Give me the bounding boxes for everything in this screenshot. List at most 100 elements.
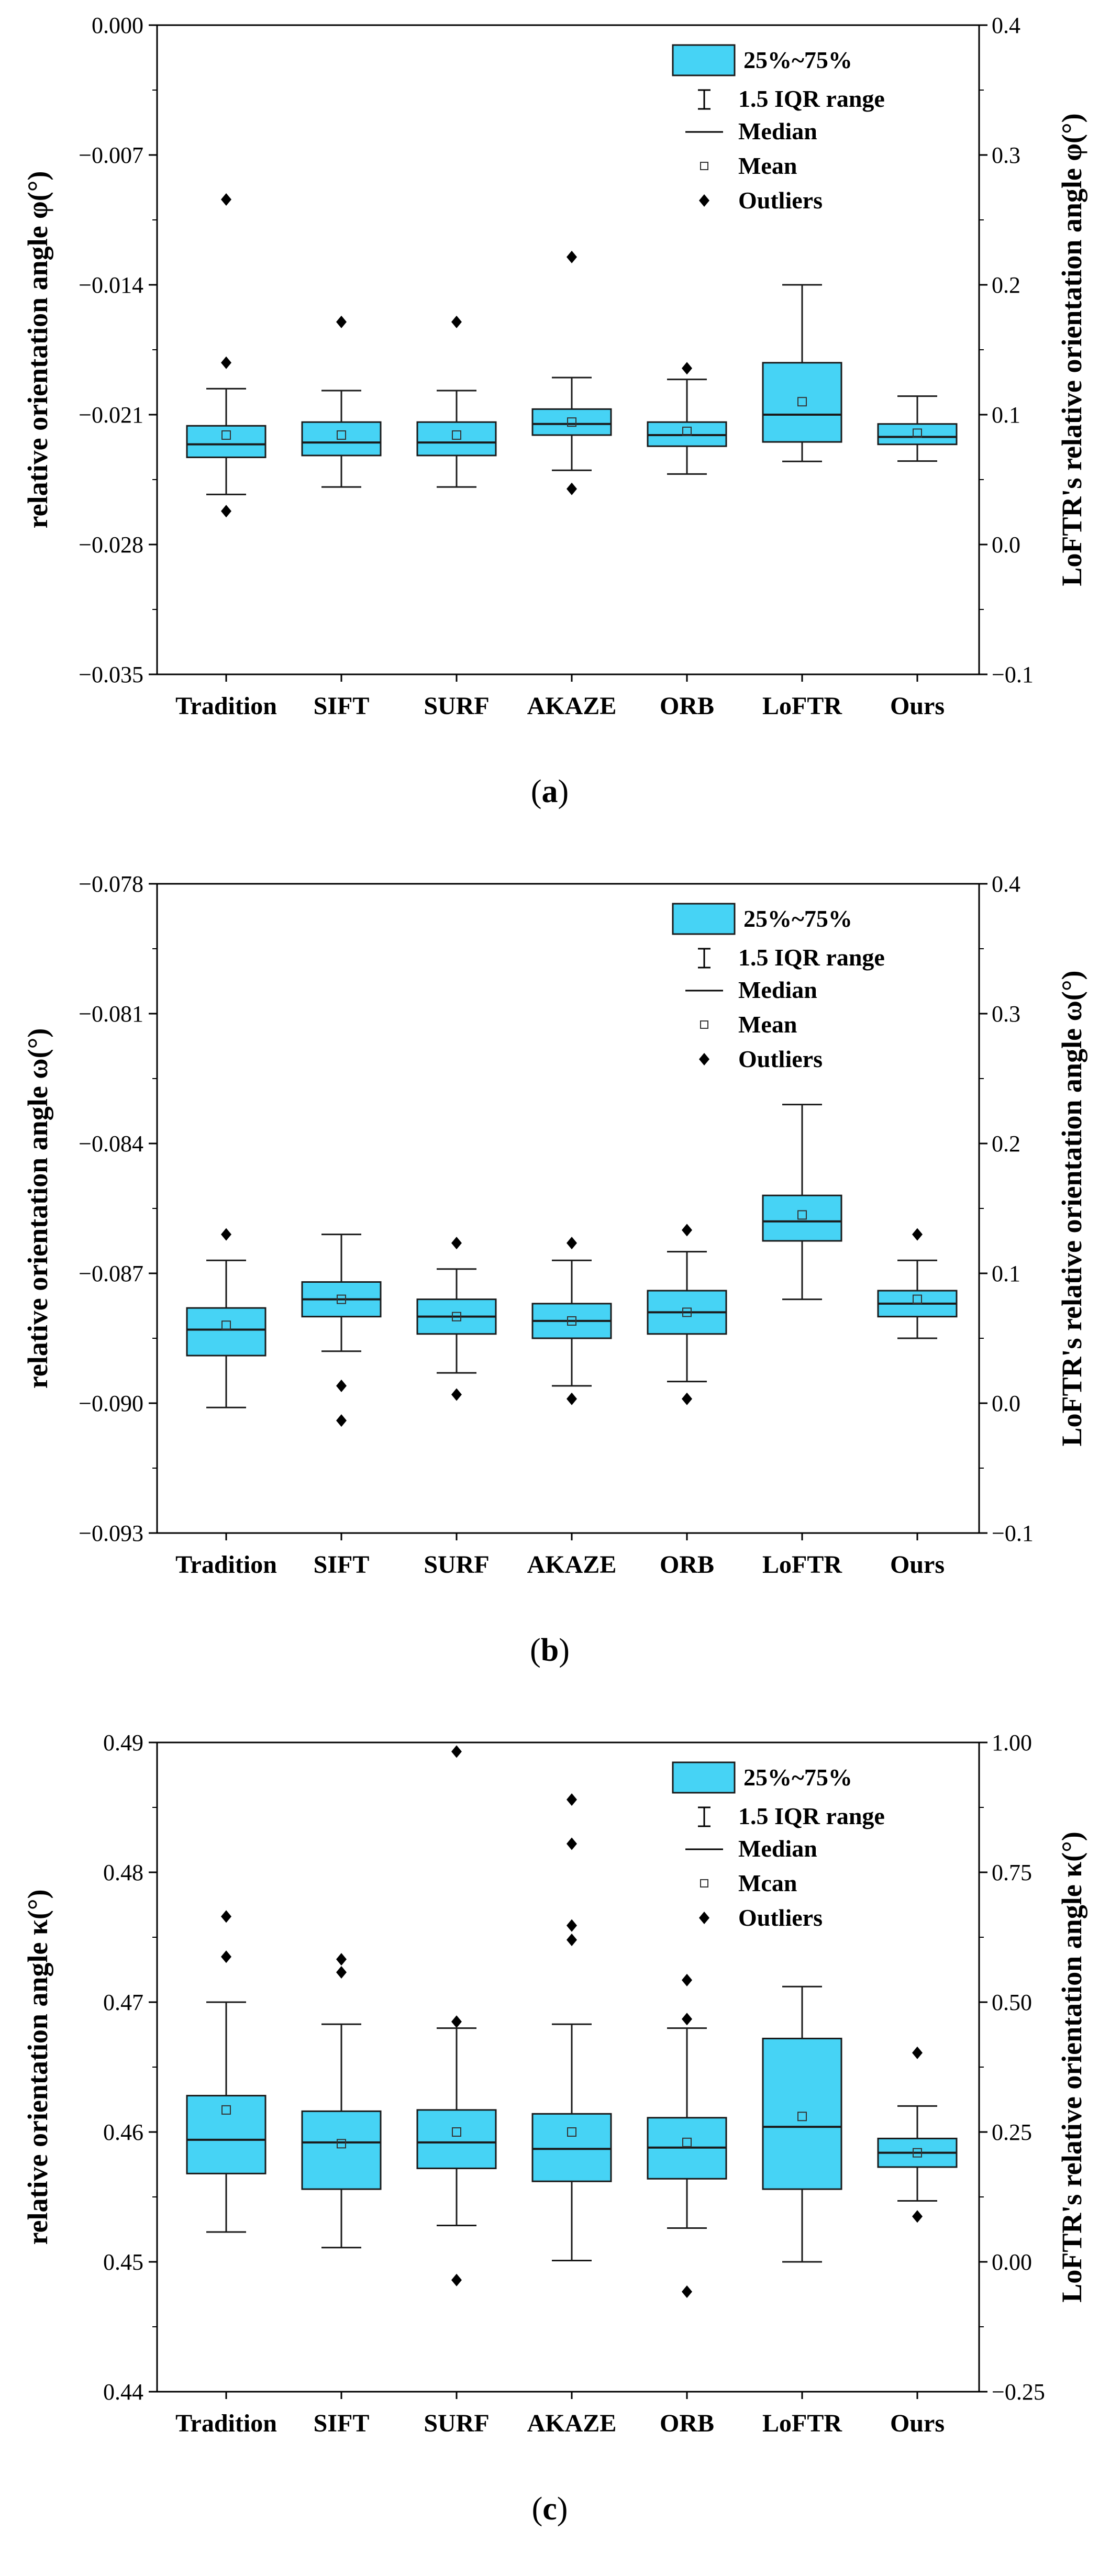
outlier-marker <box>336 315 347 328</box>
x-category-label: Ours <box>890 692 945 720</box>
outlier-marker <box>567 1837 577 1850</box>
y-axis-title: relative orientation angle φ(°) <box>22 171 53 529</box>
chart-phi: 0.000 −0.007 −0.014 −0.021 −0.028 −0.035 0.4 0.… <box>22 13 1087 809</box>
x-category-label: AKAZE <box>527 692 617 720</box>
legend-median-label: Median <box>738 1835 817 1862</box>
mean-marker <box>797 2112 807 2122</box>
mean-marker <box>452 2127 461 2137</box>
legend-mean-label: Mean <box>738 1011 797 1038</box>
y2-tick-label: 0.0 <box>992 1391 1020 1416</box>
legend-whisker-label: 1.5 IQR range <box>738 85 885 112</box>
y2-tick-label: 0.00 <box>992 2249 1032 2275</box>
x-category-label: ORB <box>660 2410 714 2437</box>
y-axis-title: relative orientation angle ω(°) <box>22 1028 53 1389</box>
box-ours <box>877 395 958 462</box>
y-tick-label: −0.084 <box>79 1131 143 1157</box>
outlier-marker <box>221 193 231 206</box>
box-akaze <box>531 1793 612 2262</box>
iqr-box <box>186 1307 267 1357</box>
outlier-marker <box>221 356 231 369</box>
legend-median-label: Median <box>738 118 817 145</box>
box-orb <box>647 362 727 475</box>
y2-tick-label: 0.4 <box>992 13 1020 38</box>
iqr-box <box>186 425 267 458</box>
iqr-box <box>762 1194 842 1242</box>
legend-box-swatch <box>672 44 736 76</box>
mean-marker <box>337 430 346 440</box>
legend-median-label: Median <box>738 976 817 1003</box>
box-tradition <box>186 193 267 518</box>
x-category-label: Tradition <box>175 2410 277 2437</box>
y2-tick-label: 0.3 <box>992 142 1020 168</box>
y-tick-label: 0.48 <box>103 1860 143 1885</box>
x-category-label: SIFT <box>314 1551 370 1579</box>
box-orb <box>647 1973 727 2299</box>
outlier-marker <box>567 250 577 263</box>
y2-tick-label: 0.1 <box>992 402 1020 428</box>
outlier-marker <box>912 2046 923 2059</box>
outlier-marker <box>912 2210 923 2223</box>
legend-mean-icon <box>700 1879 708 1887</box>
x-category-label: AKAZE <box>527 2410 617 2437</box>
x-category-label: ORB <box>660 1551 714 1579</box>
legend-mean-label: Mcan <box>738 1870 797 1896</box>
y-tick-label: 0.44 <box>103 2379 143 2405</box>
outlier-marker <box>451 2015 462 2028</box>
legend-box-swatch <box>672 903 736 935</box>
outlier-marker <box>221 505 231 518</box>
outlier-marker <box>682 1973 692 1986</box>
legend: 25%~75% 1.5 IQR range Median Mcan Outliers <box>672 1761 885 1931</box>
iqr-box <box>416 2109 497 2169</box>
x-category-label: LoFTR <box>762 1551 842 1579</box>
y-tick-label: −0.007 <box>79 142 143 168</box>
box-akaze <box>531 1237 612 1405</box>
box-sift <box>301 1953 382 2249</box>
mean-marker <box>682 1307 692 1317</box>
y-axis-title: relative orientation angle κ(°) <box>22 1890 53 2245</box>
outlier-marker <box>451 315 462 328</box>
mean-marker <box>337 1294 346 1304</box>
iqr-box <box>301 2110 382 2190</box>
iqr-box <box>531 2113 612 2182</box>
y2-tick-label: 0.2 <box>992 272 1020 298</box>
outlier-marker <box>221 1228 231 1241</box>
outlier-marker <box>221 1910 231 1923</box>
x-category-label: SURF <box>424 692 489 720</box>
mean-marker <box>567 1316 576 1326</box>
box-orb <box>647 1224 727 1405</box>
outlier-marker <box>912 1228 923 1241</box>
iqr-box <box>531 408 612 436</box>
legend-whisker-label: 1.5 IQR range <box>738 1803 885 1829</box>
mean-marker <box>567 2127 576 2137</box>
y2-tick-label: 0.1 <box>992 1261 1020 1286</box>
y2-tick-label: 1.00 <box>992 1730 1032 1756</box>
mean-marker <box>452 1312 461 1322</box>
outlier-marker <box>336 1414 347 1427</box>
y-tick-label: 0.45 <box>103 2249 143 2275</box>
legend: 25%~75% 1.5 IQR range Median Mean Outliers <box>672 903 885 1072</box>
x-category-label: SIFT <box>314 692 370 720</box>
mean-marker <box>913 2148 922 2158</box>
outlier-marker <box>682 2285 692 2299</box>
mean-marker <box>797 1210 807 1220</box>
outlier-marker <box>567 1392 577 1405</box>
outlier-marker <box>682 2013 692 2026</box>
y2-tick-label: −0.1 <box>992 662 1034 687</box>
y-tick-label: −0.078 <box>79 871 143 897</box>
box-loftr <box>762 1104 842 1301</box>
y2-tick-label: 0.75 <box>992 1860 1032 1885</box>
y-tick-label: −0.087 <box>79 1261 143 1286</box>
x-category-label: ORB <box>660 692 714 720</box>
box-plot-panel-b: −0.078 −0.081 −0.084 −0.087 −0.090 −0.093 0.4 0… <box>0 859 1099 1717</box>
outlier-marker <box>567 1793 577 1806</box>
mean-marker <box>221 2105 231 2115</box>
outlier-marker <box>567 482 577 495</box>
outlier-marker <box>682 1224 692 1237</box>
chart-omega: −0.078 −0.081 −0.084 −0.087 −0.090 −0.093 0.4 0… <box>22 871 1087 1668</box>
legend-outlier-label: Outliers <box>738 1904 823 1931</box>
legend-outlier-icon <box>699 1053 709 1065</box>
mean-marker <box>682 2137 692 2147</box>
outlier-marker <box>567 1237 577 1250</box>
mean-marker <box>452 430 461 440</box>
iqr-box <box>762 2037 842 2190</box>
